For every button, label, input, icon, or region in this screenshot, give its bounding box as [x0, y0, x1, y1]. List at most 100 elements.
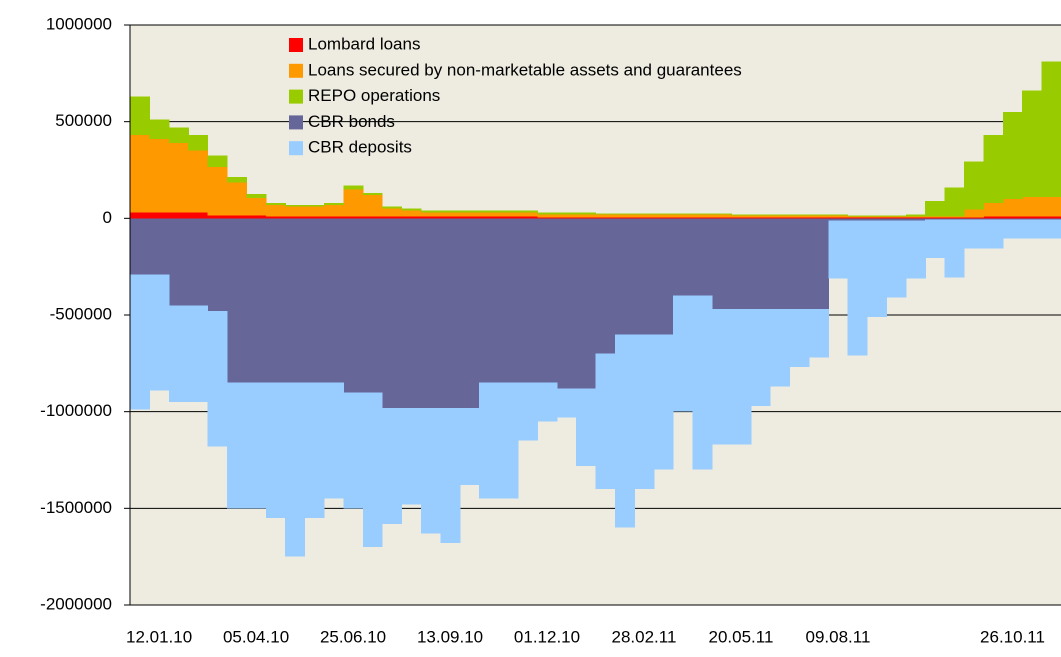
area-segment — [789, 309, 810, 368]
area-segment — [323, 204, 344, 217]
legend-label: CBR deposits — [308, 138, 412, 157]
area-segment — [304, 204, 325, 207]
y-tick-label: -1500000 — [40, 498, 112, 517]
area-segment — [964, 209, 985, 218]
area-segment — [188, 150, 209, 213]
area-segment — [1022, 90, 1043, 198]
area-segment — [479, 216, 500, 219]
y-tick-label: 1000000 — [46, 14, 112, 33]
area-segment — [265, 382, 286, 518]
area-segment — [149, 119, 170, 140]
area-segment — [304, 218, 325, 383]
area-segment — [343, 189, 364, 217]
area-segment — [265, 216, 286, 219]
area-segment — [1002, 218, 1023, 220]
area-segment — [576, 388, 597, 466]
area-segment — [925, 219, 946, 258]
area-segment — [479, 210, 500, 213]
area-segment — [188, 305, 209, 402]
area-segment — [556, 388, 577, 418]
area-segment — [149, 139, 170, 213]
area-segment — [420, 210, 441, 213]
area-segment — [789, 218, 810, 310]
area-segment — [207, 167, 228, 216]
area-segment — [964, 218, 985, 220]
area-segment — [711, 218, 732, 310]
area-segment — [692, 213, 713, 215]
area-segment — [925, 216, 946, 218]
area-segment — [420, 407, 441, 534]
area-segment — [479, 212, 500, 217]
area-segment — [905, 214, 926, 217]
area-segment — [731, 215, 752, 218]
area-segment — [362, 195, 383, 217]
area-segment — [750, 217, 771, 219]
legend-label: CBR bonds — [308, 112, 395, 131]
area-segment — [847, 218, 868, 221]
area-segment — [634, 213, 655, 215]
area-segment — [828, 218, 849, 221]
area-segment — [207, 218, 228, 312]
x-tick-label: 09.08.11 — [805, 627, 870, 646]
area-segment — [440, 407, 461, 544]
area-segment — [420, 218, 441, 408]
area-segment — [1022, 218, 1043, 220]
series-area — [130, 135, 1061, 218]
area-segment — [498, 218, 519, 383]
area-segment — [905, 220, 926, 279]
area-segment — [789, 215, 810, 218]
area-segment — [867, 216, 888, 218]
area-segment — [382, 216, 403, 219]
area-segment — [226, 176, 247, 183]
area-segment — [867, 220, 888, 317]
area-segment — [246, 198, 267, 216]
area-segment — [479, 382, 500, 499]
area-segment — [1041, 219, 1061, 239]
area-segment — [401, 407, 422, 505]
area-segment — [498, 216, 519, 219]
area-segment — [207, 311, 228, 447]
area-segment — [770, 309, 791, 387]
area-segment — [498, 210, 519, 213]
x-tick-label: 01.12.10 — [514, 627, 580, 646]
area-segment — [226, 218, 247, 383]
area-segment — [983, 135, 1004, 203]
area-segment — [188, 218, 209, 306]
area-segment — [149, 218, 170, 275]
area-segment — [711, 309, 732, 445]
area-segment — [265, 204, 286, 217]
area-segment — [246, 194, 267, 199]
area-segment — [614, 217, 635, 219]
area-segment — [265, 218, 286, 383]
area-segment — [634, 217, 655, 219]
area-segment — [304, 382, 325, 518]
area-segment — [905, 217, 926, 219]
area-segment — [576, 217, 597, 219]
area-segment — [382, 206, 403, 209]
area-segment — [653, 217, 674, 219]
area-segment — [188, 135, 209, 151]
area-segment — [983, 218, 1004, 220]
area-segment — [653, 213, 674, 215]
area-segment — [828, 215, 849, 218]
legend-label: REPO operations — [308, 86, 440, 105]
area-segment — [867, 217, 888, 219]
area-segment — [440, 210, 461, 213]
x-tick-label: 12.01.10 — [126, 627, 192, 646]
area-segment — [246, 215, 267, 219]
area-segment — [964, 217, 985, 219]
area-segment — [711, 213, 732, 215]
area-segment — [673, 295, 694, 412]
area-segment — [886, 220, 907, 298]
area-segment — [537, 382, 558, 422]
area-segment — [944, 217, 965, 219]
area-segment — [692, 217, 713, 219]
area-segment — [323, 382, 344, 499]
area-segment — [304, 206, 325, 217]
area-segment — [808, 218, 829, 310]
series-area — [130, 212, 1061, 219]
area-segment — [944, 219, 965, 278]
legend-swatch — [289, 38, 303, 52]
area-segment — [556, 217, 577, 219]
area-segment — [750, 309, 771, 406]
